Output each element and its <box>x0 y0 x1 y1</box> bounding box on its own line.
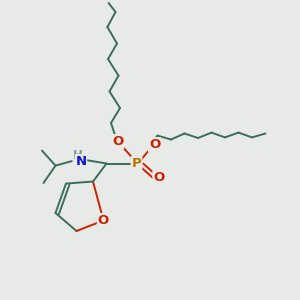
Text: H: H <box>73 148 83 162</box>
Text: O: O <box>149 138 160 151</box>
Text: O: O <box>112 135 123 148</box>
Text: O: O <box>153 171 165 184</box>
Text: O: O <box>98 214 109 227</box>
Text: P: P <box>132 157 141 170</box>
Text: N: N <box>75 154 87 168</box>
